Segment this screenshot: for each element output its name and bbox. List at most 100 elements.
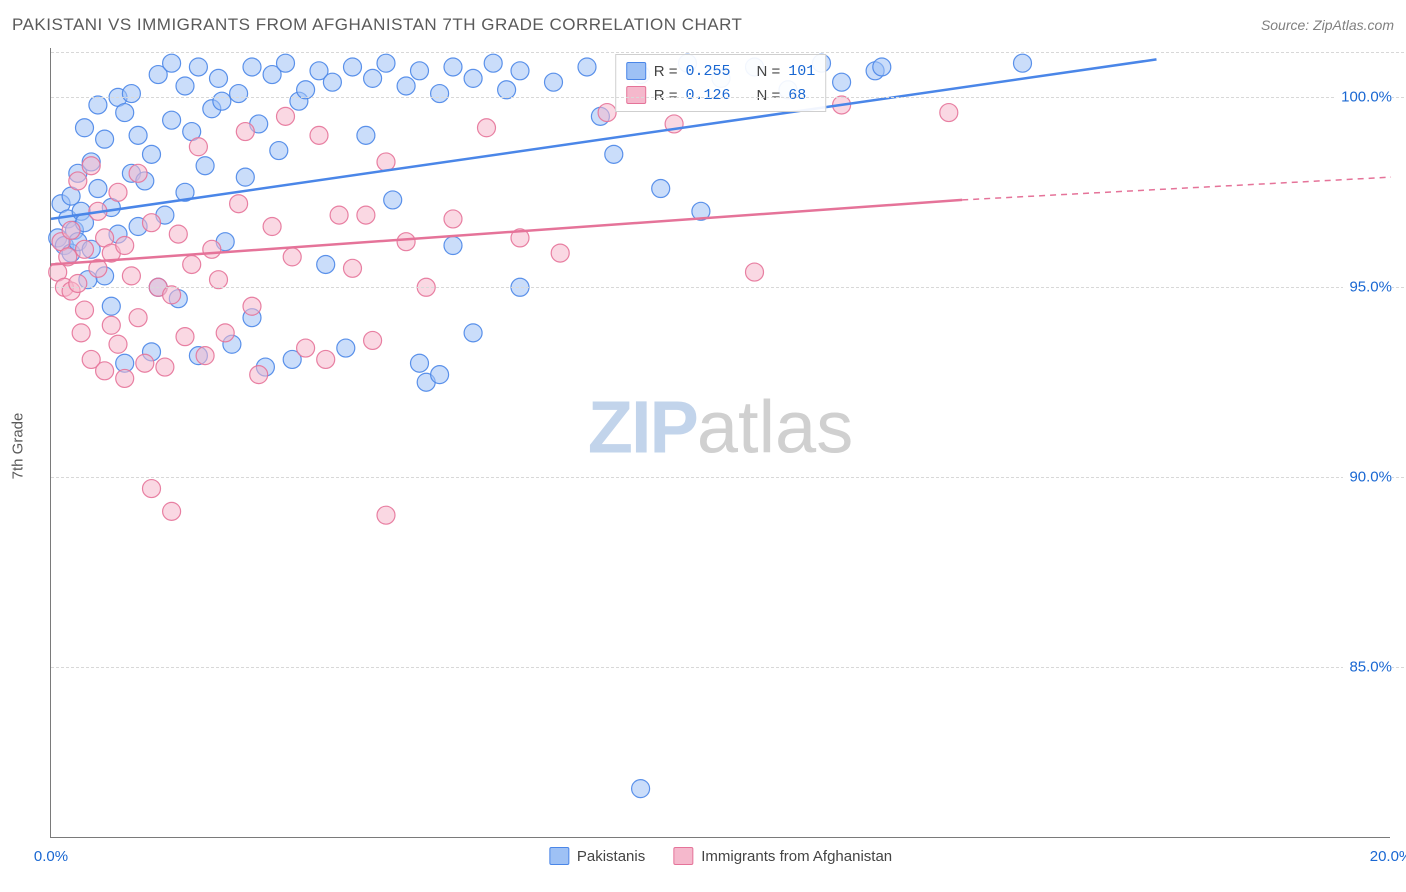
y-axis-label: 7th Grade bbox=[10, 413, 27, 480]
scatter-point bbox=[210, 69, 228, 87]
scatter-point bbox=[76, 301, 94, 319]
scatter-point bbox=[431, 85, 449, 103]
scatter-point bbox=[283, 248, 301, 266]
n-value-2: 68 bbox=[788, 87, 806, 104]
scatter-point bbox=[196, 157, 214, 175]
scatter-point bbox=[1014, 54, 1032, 72]
correlation-row-1: R = 0.255 N = 101 bbox=[626, 59, 816, 83]
y-tick-label: 85.0% bbox=[1343, 659, 1392, 676]
scatter-point bbox=[72, 324, 90, 342]
scatter-point bbox=[116, 237, 134, 255]
legend-swatch-2 bbox=[673, 847, 693, 865]
scatter-point bbox=[364, 69, 382, 87]
scatter-point bbox=[89, 96, 107, 114]
legend-label-1: Pakistanis bbox=[577, 848, 645, 865]
scatter-point bbox=[498, 81, 516, 99]
n-value-1: 101 bbox=[788, 63, 815, 80]
scatter-point bbox=[230, 85, 248, 103]
scatter-point bbox=[297, 339, 315, 357]
scatter-point bbox=[364, 331, 382, 349]
r-value-2: 0.126 bbox=[685, 87, 730, 104]
scatter-point bbox=[377, 153, 395, 171]
scatter-point bbox=[357, 126, 375, 144]
scatter-point bbox=[464, 69, 482, 87]
scatter-point bbox=[578, 58, 596, 76]
scatter-point bbox=[605, 145, 623, 163]
x-tick-label: 0.0% bbox=[34, 848, 68, 865]
scatter-point bbox=[129, 309, 147, 327]
scatter-point bbox=[116, 104, 134, 122]
scatter-point bbox=[163, 54, 181, 72]
scatter-point bbox=[163, 502, 181, 520]
scatter-point bbox=[484, 54, 502, 72]
swatch-series-2 bbox=[626, 86, 646, 104]
scatter-point bbox=[196, 347, 214, 365]
chart-plot-area: ZIPatlas R = 0.255 N = 101 R = 0.126 N =… bbox=[50, 48, 1390, 838]
y-tick-label: 95.0% bbox=[1343, 279, 1392, 296]
scatter-point bbox=[397, 77, 415, 95]
scatter-point bbox=[176, 77, 194, 95]
scatter-point bbox=[873, 58, 891, 76]
scatter-point bbox=[122, 85, 140, 103]
scatter-point bbox=[183, 255, 201, 273]
scatter-point bbox=[511, 62, 529, 80]
scatter-point bbox=[96, 130, 114, 148]
scatter-point bbox=[277, 107, 295, 125]
scatter-point bbox=[230, 195, 248, 213]
header: PAKISTANI VS IMMIGRANTS FROM AFGHANISTAN… bbox=[12, 8, 1394, 42]
scatter-point bbox=[62, 221, 80, 239]
scatter-point bbox=[444, 58, 462, 76]
scatter-point bbox=[116, 369, 134, 387]
scatter-point bbox=[156, 358, 174, 376]
scatter-point bbox=[263, 218, 281, 236]
scatter-point bbox=[236, 123, 254, 141]
series-legend: Pakistanis Immigrants from Afghanistan bbox=[549, 847, 892, 865]
scatter-point bbox=[243, 297, 261, 315]
chart-title: PAKISTANI VS IMMIGRANTS FROM AFGHANISTAN… bbox=[12, 15, 742, 35]
scatter-point bbox=[189, 58, 207, 76]
scatter-point bbox=[243, 58, 261, 76]
scatter-point bbox=[444, 237, 462, 255]
scatter-point bbox=[317, 350, 335, 368]
chart-svg bbox=[51, 48, 1391, 838]
scatter-point bbox=[344, 259, 362, 277]
scatter-point bbox=[545, 73, 563, 91]
scatter-point bbox=[129, 126, 147, 144]
swatch-series-1 bbox=[626, 62, 646, 80]
scatter-point bbox=[76, 119, 94, 137]
x-tick-label: 20.0% bbox=[1370, 848, 1406, 865]
scatter-point bbox=[143, 214, 161, 232]
correlation-row-2: R = 0.126 N = 68 bbox=[626, 83, 816, 107]
scatter-point bbox=[464, 324, 482, 342]
source-attribution: Source: ZipAtlas.com bbox=[1261, 17, 1394, 33]
scatter-point bbox=[297, 81, 315, 99]
scatter-point bbox=[270, 142, 288, 160]
n-label-1: N = bbox=[757, 63, 781, 80]
scatter-point bbox=[102, 316, 120, 334]
scatter-point bbox=[598, 104, 616, 122]
scatter-point bbox=[169, 225, 187, 243]
scatter-point bbox=[444, 210, 462, 228]
r-label-2: R = bbox=[654, 87, 678, 104]
scatter-point bbox=[478, 119, 496, 137]
scatter-point bbox=[384, 191, 402, 209]
scatter-point bbox=[143, 145, 161, 163]
scatter-point bbox=[109, 183, 127, 201]
scatter-point bbox=[632, 780, 650, 798]
scatter-point bbox=[317, 255, 335, 273]
scatter-point bbox=[940, 104, 958, 122]
scatter-point bbox=[397, 233, 415, 251]
scatter-point bbox=[330, 206, 348, 224]
correlation-legend: R = 0.255 N = 101 R = 0.126 N = 68 bbox=[615, 54, 827, 112]
legend-item-2: Immigrants from Afghanistan bbox=[673, 847, 892, 865]
scatter-point bbox=[357, 206, 375, 224]
scatter-point bbox=[652, 180, 670, 198]
r-value-1: 0.255 bbox=[685, 63, 730, 80]
scatter-point bbox=[163, 286, 181, 304]
scatter-point bbox=[310, 126, 328, 144]
legend-swatch-1 bbox=[549, 847, 569, 865]
scatter-point bbox=[323, 73, 341, 91]
scatter-point bbox=[69, 274, 87, 292]
legend-label-2: Immigrants from Afghanistan bbox=[701, 848, 892, 865]
y-tick-label: 90.0% bbox=[1343, 469, 1392, 486]
